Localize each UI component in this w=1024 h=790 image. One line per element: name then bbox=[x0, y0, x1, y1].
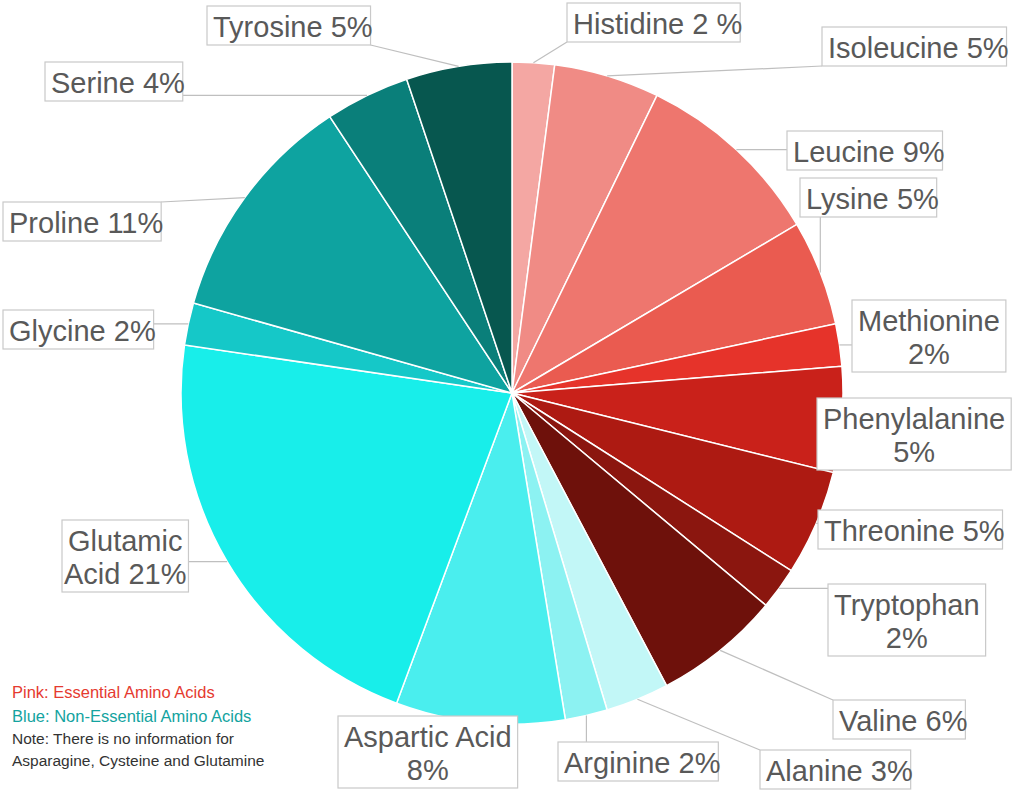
leader-line bbox=[188, 561, 227, 562]
pie-slice bbox=[181, 345, 512, 703]
label-text: Threonine5% bbox=[824, 515, 1005, 547]
leader-line bbox=[183, 95, 367, 96]
data-label: Phenylalanine5% bbox=[817, 398, 1011, 470]
leader-line bbox=[586, 716, 587, 742]
value-label: 9% bbox=[903, 136, 945, 168]
leader-line bbox=[371, 45, 459, 66]
label-text: Arginine 2% bbox=[564, 747, 720, 779]
value-label: 2% bbox=[886, 622, 928, 654]
category-label: Glutamic bbox=[68, 525, 182, 557]
value-label: 11% bbox=[107, 207, 163, 239]
annotation: Blue: Non-Essential Amino Acids bbox=[12, 707, 251, 725]
label-text: Histidine2 % bbox=[573, 8, 742, 40]
category-label: Arginine bbox=[564, 747, 670, 779]
value-label: 3% bbox=[871, 755, 913, 787]
value-label: 5% bbox=[967, 32, 1009, 64]
data-label: Leucine9% bbox=[787, 131, 945, 170]
leader-line bbox=[161, 198, 245, 202]
label-text: Serine4% bbox=[51, 67, 185, 99]
data-label: Histidine2 % bbox=[567, 3, 742, 42]
data-label: Lysine5% bbox=[800, 178, 939, 217]
label-box bbox=[852, 300, 1006, 372]
data-label: Tyrosine5% bbox=[207, 6, 373, 45]
note: Note: There is no information for Aspara… bbox=[12, 728, 304, 772]
label-text: Alanine3% bbox=[766, 755, 913, 787]
label-box bbox=[817, 398, 1011, 470]
annotation: Pink: Essential Amino Acids bbox=[12, 683, 215, 701]
value-label: 21% bbox=[128, 558, 186, 590]
leader-line bbox=[607, 66, 822, 76]
category-label: Aspartic Acid bbox=[344, 721, 512, 753]
data-label: Aspartic Acid8% bbox=[338, 716, 518, 788]
label-box bbox=[62, 520, 188, 592]
value-label: 8% bbox=[407, 754, 449, 786]
label-text: Proline11% bbox=[9, 207, 163, 239]
data-label: Methionine2% bbox=[852, 300, 1006, 372]
label-text: Leucine9% bbox=[793, 136, 945, 168]
labels: Histidine2 %Isoleucine5%Leucine9%Lysine5… bbox=[3, 3, 1011, 789]
leader-line bbox=[839, 344, 852, 345]
data-label: Arginine 2% bbox=[558, 742, 720, 781]
data-label: Isoleucine5% bbox=[822, 27, 1009, 66]
leader-line bbox=[154, 323, 189, 324]
leader-line bbox=[820, 217, 821, 273]
category-label: Alanine bbox=[766, 755, 863, 787]
category-label: Serine bbox=[51, 67, 135, 99]
slices bbox=[181, 62, 843, 724]
category-label: Proline bbox=[9, 207, 99, 239]
data-label: Alanine3% bbox=[760, 750, 913, 789]
data-label: Tryptophan2% bbox=[828, 584, 986, 656]
label-box bbox=[828, 584, 986, 656]
data-label: Serine4% bbox=[45, 62, 185, 101]
category-label: Lysine bbox=[806, 183, 889, 215]
label-box bbox=[338, 716, 518, 788]
value-label: 5% bbox=[963, 515, 1005, 547]
category-label: Tyrosine bbox=[213, 11, 323, 43]
category-label: Tryptophan bbox=[834, 589, 980, 621]
label-text: Lysine5% bbox=[806, 183, 939, 215]
value-label: 2% bbox=[679, 747, 721, 779]
leader-line bbox=[533, 42, 567, 63]
category-label: Valine bbox=[839, 705, 917, 737]
value-label: 6% bbox=[926, 705, 968, 737]
leader-line bbox=[779, 588, 828, 589]
value-label: 2% bbox=[908, 338, 950, 370]
leader-line bbox=[720, 650, 833, 700]
category-label: Acid bbox=[64, 558, 120, 590]
value-label: 5% bbox=[893, 436, 935, 468]
value-label: 5% bbox=[331, 11, 373, 43]
data-label: Valine 6% bbox=[833, 700, 968, 739]
label-text: Tyrosine5% bbox=[213, 11, 373, 43]
leader-line bbox=[736, 149, 787, 150]
chart: Histidine2 %Isoleucine5%Leucine9%Lysine5… bbox=[0, 0, 1024, 790]
category-label: Methionine bbox=[858, 305, 1000, 337]
value-label: 2% bbox=[114, 315, 156, 347]
data-label: Threonine5% bbox=[818, 510, 1005, 549]
value-label: 4% bbox=[143, 67, 185, 99]
value-label: 2 % bbox=[692, 8, 742, 40]
data-label: GlutamicAcid21% bbox=[62, 520, 188, 592]
data-label: Proline11% bbox=[3, 202, 163, 241]
data-label: Glycine2% bbox=[3, 310, 156, 349]
category-label: Threonine bbox=[824, 515, 955, 547]
pie-slice bbox=[407, 62, 512, 393]
category-label: Leucine bbox=[793, 136, 895, 168]
category-label: Glycine bbox=[9, 315, 106, 347]
label-text: Valine 6% bbox=[839, 705, 968, 737]
leader-lines bbox=[154, 42, 852, 750]
category-label: Histidine bbox=[573, 8, 684, 40]
value-label: 5% bbox=[897, 183, 939, 215]
category-label: Phenylalanine bbox=[823, 403, 1005, 435]
label-text: Isoleucine5% bbox=[828, 32, 1009, 64]
label-text: Glycine2% bbox=[9, 315, 156, 347]
category-label: Isoleucine bbox=[828, 32, 959, 64]
label-text: Acid21% bbox=[64, 558, 187, 590]
